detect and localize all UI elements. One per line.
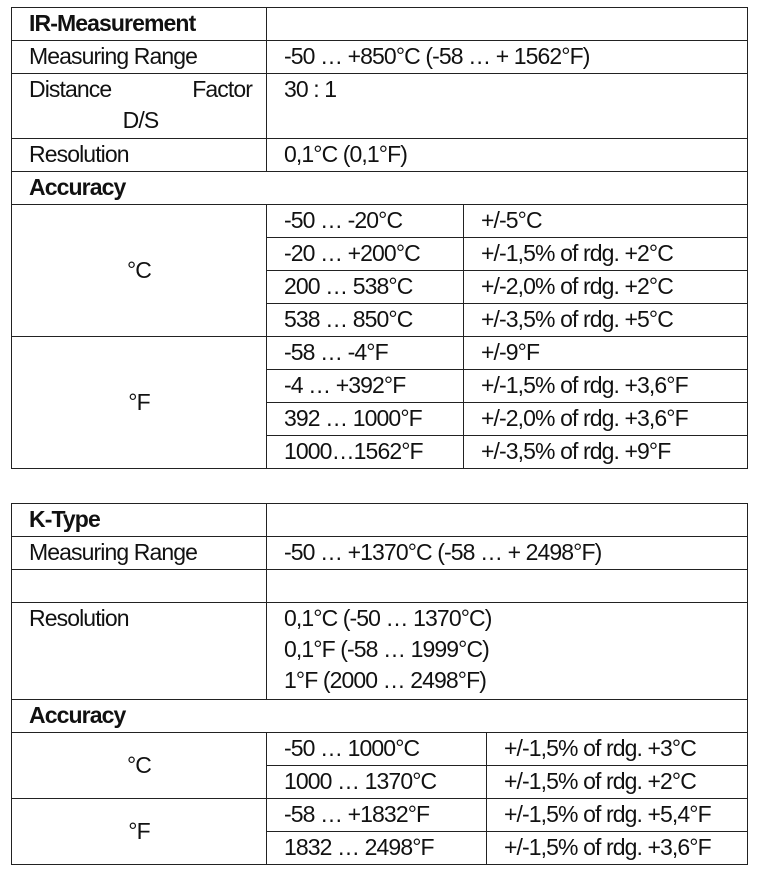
- row-value: -50 … +1370°C (-58 … + 2498°F): [266, 536, 748, 570]
- range-cell: 1832 … 2498°F: [266, 831, 487, 865]
- accuracy-cell: +/-3,5% of rdg. +9°F: [463, 435, 748, 469]
- range-cell: -20 … +200°C: [266, 237, 464, 271]
- accuracy-cell: +/-1,5% of rdg. +2°C: [486, 765, 748, 799]
- table-row: Resolution 0,1°C (-50 … 1370°C) 0,1°F (-…: [11, 602, 748, 700]
- range-cell: -58 … +1832°F: [266, 798, 487, 832]
- accuracy-cell: +/-1,5% of rdg. +3,6°F: [486, 831, 748, 865]
- table-row: IR-Measurement: [11, 7, 748, 41]
- accuracy-heading: Accuracy: [11, 171, 748, 205]
- row-value: 30 : 1: [266, 73, 748, 139]
- row-label: Distance Factor D/S: [11, 73, 267, 139]
- label-part: D/S: [122, 107, 160, 133]
- accuracy-cell: +/-2,0% of rdg. +2°C: [463, 270, 748, 304]
- accuracy-cell: +/-2,0% of rdg. +3,6°F: [463, 402, 748, 436]
- table-row: Accuracy: [11, 171, 748, 205]
- accuracy-cell: +/-1,5% of rdg. +3,6°F: [463, 369, 748, 403]
- accuracy-cell: +/-9°F: [463, 336, 748, 370]
- accuracy-cell: +/-1,5% of rdg. +3°C: [486, 732, 748, 766]
- row-value: 0,1°C (0,1°F): [266, 138, 748, 172]
- range-cell: 538 … 850°C: [266, 303, 464, 337]
- label-part: Distance: [29, 76, 112, 102]
- unit-label: °C: [11, 204, 267, 337]
- table-row: Measuring Range -50 … +1370°C (-58 … + 2…: [11, 536, 748, 570]
- unit-label: °F: [11, 336, 267, 469]
- section-title: K-Type: [11, 503, 267, 537]
- row-label: Resolution: [11, 138, 267, 172]
- table-row: [11, 569, 748, 603]
- row-label: Measuring Range: [11, 536, 267, 570]
- range-cell: -4 … +392°F: [266, 369, 464, 403]
- table-row: Accuracy: [11, 699, 748, 733]
- k-type-table: K-Type Measuring Range -50 … +1370°C (-5…: [11, 503, 748, 865]
- range-cell: 1000…1562°F: [266, 435, 464, 469]
- accuracy-cell: +/-3,5% of rdg. +5°C: [463, 303, 748, 337]
- table-row: K-Type: [11, 503, 748, 537]
- accuracy-cell: +/-1,5% of rdg. +5,4°F: [486, 798, 748, 832]
- resolution-line: 0,1°C (-50 … 1370°C): [284, 605, 492, 631]
- range-cell: 200 … 538°C: [266, 270, 464, 304]
- row-value: -50 … +850°C (-58 … + 1562°F): [266, 40, 748, 74]
- range-cell: -50 … -20°C: [266, 204, 464, 238]
- ir-measurement-table: IR-Measurement Measuring Range -50 … +85…: [11, 7, 748, 469]
- range-cell: -58 … -4°F: [266, 336, 464, 370]
- range-cell: 392 … 1000°F: [266, 402, 464, 436]
- range-cell: -50 … 1000°C: [266, 732, 487, 766]
- row-label: Measuring Range: [11, 40, 267, 74]
- row-label: Resolution: [11, 602, 267, 700]
- section-title: IR-Measurement: [11, 7, 267, 41]
- accuracy-cell: +/-5°C: [463, 204, 748, 238]
- label-part: Factor: [192, 76, 253, 102]
- row-value: 0,1°C (-50 … 1370°C) 0,1°F (-58 … 1999°C…: [266, 602, 748, 700]
- unit-label: °F: [11, 798, 267, 865]
- resolution-line: 1°F (2000 … 2498°F): [284, 667, 487, 693]
- table-row: Distance Factor D/S 30 : 1: [11, 73, 748, 139]
- resolution-line: 0,1°F (-58 … 1999°C): [284, 636, 490, 662]
- unit-label: °C: [11, 732, 267, 799]
- table-row: Measuring Range -50 … +850°C (-58 … + 15…: [11, 40, 748, 74]
- range-cell: 1000 … 1370°C: [266, 765, 487, 799]
- accuracy-cell: +/-1,5% of rdg. +2°C: [463, 237, 748, 271]
- table-row: Resolution 0,1°C (0,1°F): [11, 138, 748, 172]
- accuracy-heading: Accuracy: [11, 699, 748, 733]
